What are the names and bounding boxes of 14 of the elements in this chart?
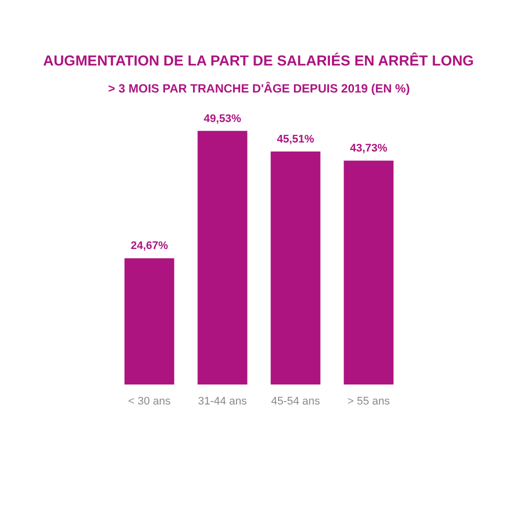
bar	[124, 258, 174, 384]
data-label: 45,51%	[276, 134, 314, 146]
chart-subtitle: > 3 MOIS PAR TRANCHE D'ÂGE DEPUIS 2019 (EN %)	[108, 82, 410, 96]
bar	[270, 152, 320, 384]
x-tick-label: < 30 ans	[128, 396, 172, 408]
x-tick-label: > 55 ans	[347, 396, 390, 408]
data-label: 43,73%	[350, 142, 388, 155]
x-tick-label: 45-54 ans	[271, 396, 321, 408]
data-label: 49,53%	[204, 112, 242, 125]
data-label: 24,67%	[130, 240, 168, 252]
bar	[198, 130, 248, 384]
chart-title: AUGMENTATION DE LA PART DE SALARIÉS EN ARRÊT LONG	[43, 52, 474, 70]
bar	[344, 160, 394, 384]
x-tick-label: 31-44 ans	[198, 396, 248, 408]
